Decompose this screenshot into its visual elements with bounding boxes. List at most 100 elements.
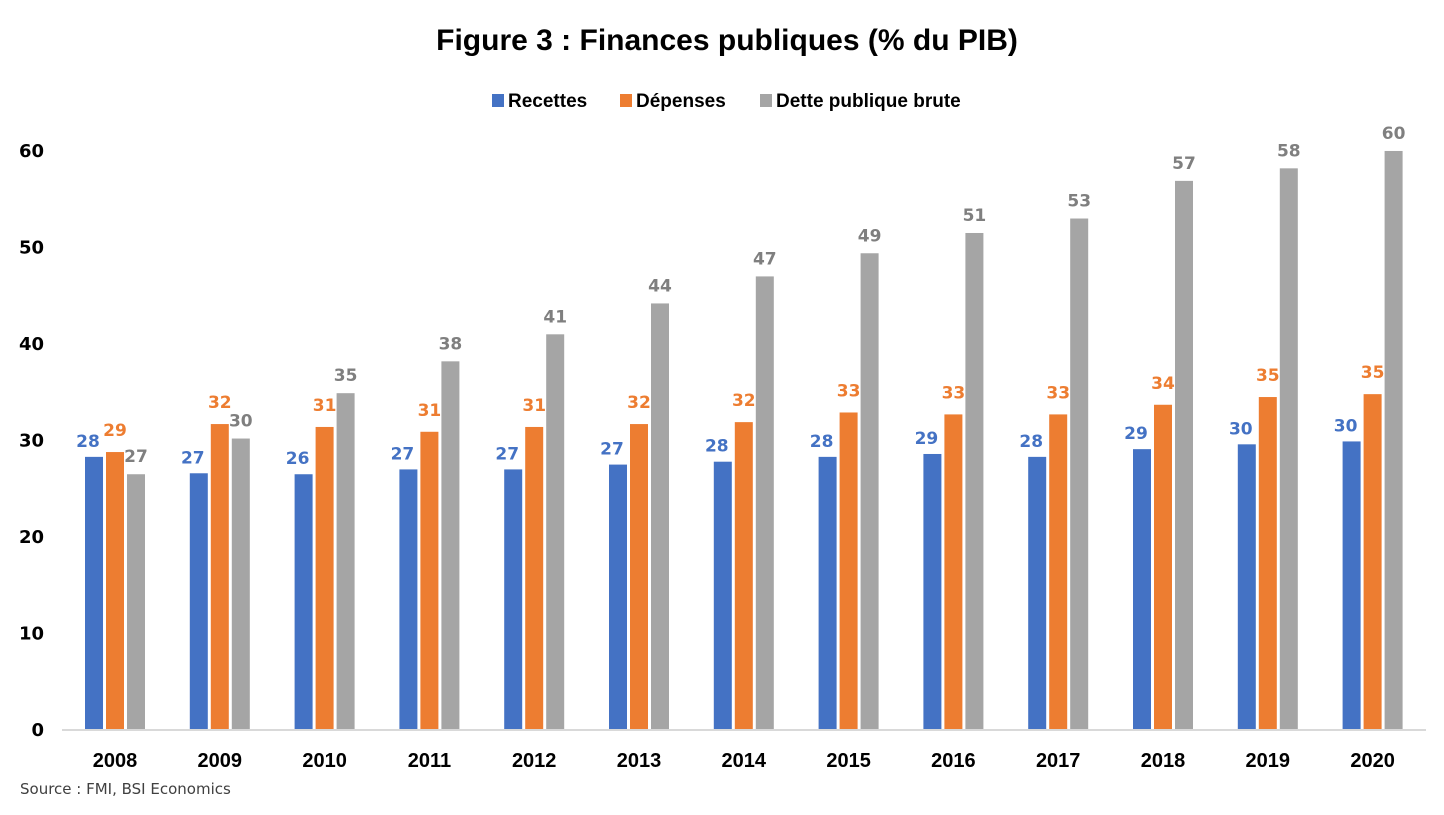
y-axis: 0 10 20 30 40 50 60 — [19, 141, 44, 741]
y-tick-label: 50 — [19, 238, 44, 259]
data-label: 58 — [1277, 141, 1301, 161]
x-tick-label: 2009 — [198, 750, 243, 772]
x-tick-label: 2011 — [408, 750, 451, 772]
y-tick-label: 60 — [19, 141, 44, 162]
data-label: 32 — [732, 391, 756, 411]
legend-swatch — [760, 94, 772, 107]
bar-dette-publique-brute-2013 — [651, 303, 669, 729]
legend-item: Recettes — [492, 91, 587, 112]
data-label: 27 — [495, 444, 519, 464]
legend-label: Dépenses — [636, 91, 726, 112]
bar-d-penses-2017 — [1049, 414, 1068, 729]
bar-dette-publique-brute-2011 — [441, 361, 460, 729]
legend-item: Dette publique brute — [760, 91, 961, 112]
bar-d-penses-2009 — [210, 424, 229, 729]
y-tick-label: 0 — [31, 720, 44, 741]
bar-recettes-2019 — [1237, 444, 1256, 729]
x-tick-label: 2015 — [826, 750, 871, 772]
legend-label: Recettes — [508, 91, 587, 112]
y-tick-label: 40 — [19, 334, 44, 355]
data-label: 28 — [1019, 432, 1043, 452]
data-label: 32 — [627, 393, 651, 413]
y-tick-label: 30 — [19, 431, 44, 452]
y-tick-label: 20 — [19, 527, 44, 548]
legend-swatch — [620, 94, 632, 107]
data-label: 32 — [208, 393, 232, 413]
bar-recettes-2016 — [923, 453, 942, 729]
x-tick-label: 2010 — [302, 750, 347, 772]
x-tick-label: 2008 — [93, 750, 138, 772]
data-label: 33 — [837, 381, 861, 401]
bar-recettes-2011 — [399, 469, 418, 729]
y-tick-label: 10 — [19, 624, 44, 645]
data-label: 33 — [1046, 383, 1070, 403]
data-label: 34 — [1151, 374, 1175, 394]
data-label: 30 — [229, 412, 253, 432]
legend-swatch — [492, 94, 504, 107]
bar-recettes-2008 — [85, 456, 103, 729]
bar-dette-publique-brute-2015 — [860, 253, 879, 729]
x-tick-label: 2018 — [1141, 750, 1186, 772]
bar-dette-publique-brute-2009 — [231, 438, 250, 729]
x-tick-label: 2013 — [617, 750, 662, 772]
data-label: 33 — [942, 383, 966, 403]
bar-dette-publique-brute-2014 — [755, 276, 774, 729]
bar-dette-publique-brute-2020 — [1384, 150, 1403, 730]
bar-recettes-2018 — [1133, 449, 1151, 729]
data-label: 60 — [1382, 124, 1406, 144]
bar-d-penses-2016 — [944, 414, 963, 729]
data-label: 28 — [76, 432, 100, 452]
data-label: 30 — [1334, 416, 1358, 436]
bar-d-penses-2010 — [315, 426, 334, 729]
bar-recettes-2017 — [1028, 456, 1047, 729]
data-label: 27 — [391, 444, 415, 464]
x-tick-label: 2016 — [931, 750, 976, 772]
data-label: 49 — [858, 226, 882, 246]
x-tick-label: 2017 — [1036, 750, 1081, 772]
legend-item: Dépenses — [620, 91, 726, 112]
data-label: 47 — [753, 249, 777, 269]
data-label: 51 — [963, 206, 987, 226]
data-label: 44 — [648, 276, 672, 296]
bar-recettes-2020 — [1342, 441, 1361, 729]
source-note: Source : FMI, BSI Economics — [20, 780, 231, 798]
data-label: 29 — [103, 421, 127, 441]
data-label: 26 — [286, 449, 310, 469]
data-label: 29 — [1124, 424, 1148, 444]
data-label: 35 — [1361, 363, 1385, 383]
legend-label: Dette publique brute — [776, 91, 961, 112]
x-tick-label: 2019 — [1246, 750, 1291, 772]
bar-dette-publique-brute-2018 — [1175, 180, 1193, 729]
data-label: 27 — [124, 447, 148, 467]
data-label: 27 — [600, 440, 624, 460]
bar-dette-publique-brute-2010 — [336, 393, 355, 729]
x-tick-label: 2020 — [1350, 750, 1395, 772]
data-label: 31 — [522, 396, 546, 416]
data-label: 35 — [334, 366, 358, 386]
bar-dette-publique-brute-2017 — [1070, 218, 1089, 729]
bar-d-penses-2019 — [1258, 397, 1277, 729]
bar-recettes-2010 — [294, 474, 313, 729]
bar-dette-publique-brute-2019 — [1279, 168, 1298, 729]
data-label: 57 — [1172, 154, 1196, 174]
bar-recettes-2015 — [818, 456, 837, 729]
data-label: 28 — [810, 432, 834, 452]
bar-d-penses-2015 — [839, 412, 858, 729]
bar-recettes-2009 — [189, 473, 208, 729]
data-label: 27 — [181, 448, 205, 468]
chart-title: Figure 3 : Finances publiques (% du PIB) — [436, 24, 1018, 57]
bar-recettes-2012 — [504, 469, 523, 729]
bar-recettes-2013 — [609, 464, 627, 729]
data-label: 28 — [705, 437, 729, 457]
bar-d-penses-2013 — [630, 424, 648, 729]
bar-d-penses-2014 — [734, 422, 753, 729]
bars — [85, 150, 1403, 730]
x-tick-label: 2014 — [722, 750, 767, 772]
bar-dette-publique-brute-2016 — [965, 232, 984, 730]
bar-d-penses-2018 — [1154, 404, 1172, 729]
data-label: 29 — [915, 429, 939, 449]
data-label: 30 — [1229, 419, 1253, 439]
data-label: 35 — [1256, 366, 1280, 386]
